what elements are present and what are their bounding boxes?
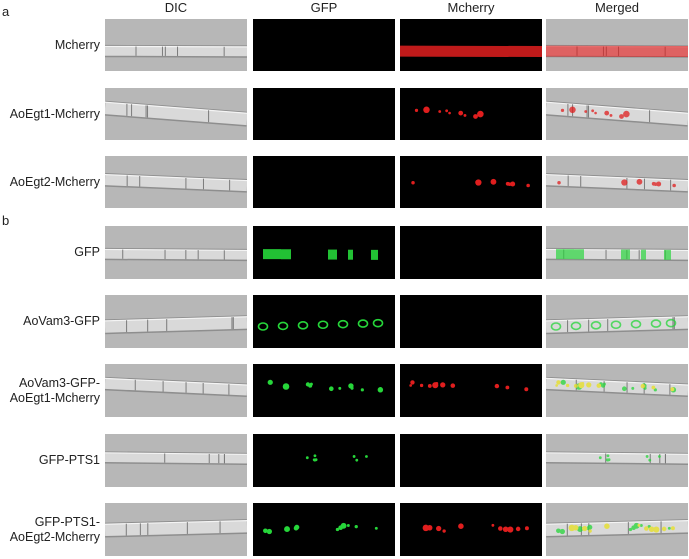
- micrograph-mcherry-image: [400, 364, 542, 417]
- micrograph-mcherry: [400, 226, 542, 279]
- micrograph-merged: [546, 364, 688, 417]
- micrograph-gfp-image: [253, 226, 395, 279]
- panel-letter-a: a: [2, 4, 10, 19]
- micrograph-merged: [546, 503, 688, 556]
- micrograph-gfp: [253, 503, 395, 556]
- row-label-line: GFP: [74, 245, 100, 259]
- micrograph-dic-image: [105, 156, 247, 208]
- micrograph-gfp-image: [253, 434, 395, 487]
- micrograph-gfp: [253, 226, 395, 279]
- micrograph-dic: [105, 88, 247, 140]
- micrograph-dic: [105, 156, 247, 208]
- micrograph-gfp-image: [253, 503, 395, 556]
- micrograph-dic-image: [105, 226, 247, 279]
- micrograph-mcherry-image: [400, 434, 542, 487]
- micrograph-merged: [546, 226, 688, 279]
- row-label-line: AoEgt1-Mcherry: [9, 106, 100, 121]
- micrograph-gfp: [253, 295, 395, 348]
- row-label: AoEgt2-Mcherry: [0, 156, 100, 208]
- row-label-line: AoEgt2-Mcherry: [9, 529, 100, 544]
- micrograph-dic: [105, 434, 247, 487]
- micrograph-dic: [105, 503, 247, 556]
- row-label: GFP-PTS1- AoEgt2-Mcherry: [0, 503, 100, 556]
- row-label: AoVam3-GFP: [0, 295, 100, 348]
- micrograph-dic: [105, 19, 247, 71]
- micrograph-mcherry-image: [400, 19, 542, 71]
- row-label: AoVam3-GFP- AoEgt1-Mcherry: [0, 364, 100, 417]
- micrograph-mcherry: [400, 503, 542, 556]
- micrograph-merged-image: [546, 88, 688, 140]
- row-label-line: Mcherry: [54, 37, 100, 52]
- row-label: AoEgt1-Mcherry: [0, 88, 100, 140]
- micrograph-gfp: [253, 156, 395, 208]
- micrograph-mcherry: [400, 88, 542, 140]
- micrograph-merged: [546, 156, 688, 208]
- micrograph-merged: [546, 434, 688, 487]
- row-label: GFP: [0, 226, 100, 279]
- micrograph-dic: [105, 226, 247, 279]
- micrograph-merged: [546, 295, 688, 348]
- micrograph-merged-image: [546, 226, 688, 279]
- column-header-mcherry: Mcherry: [447, 0, 495, 15]
- column-header-dic: DIC: [164, 0, 188, 15]
- micrograph-mcherry-image: [400, 88, 542, 140]
- row-label-line: AoEgt1-Mcherry: [9, 390, 100, 405]
- row-label: Mcherry: [0, 19, 100, 71]
- micrograph-gfp-image: [253, 295, 395, 348]
- micrograph-mcherry-image: [400, 156, 542, 208]
- row-label-line: GFP-PTS1: [38, 453, 100, 467]
- micrograph-merged: [546, 88, 688, 140]
- micrograph-gfp-image: [253, 19, 395, 71]
- micrograph-merged-image: [546, 156, 688, 208]
- micrograph-gfp-image: [253, 364, 395, 417]
- micrograph-dic-image: [105, 19, 247, 71]
- micrograph-dic-image: [105, 503, 247, 556]
- micrograph-dic-image: [105, 295, 247, 348]
- micrograph-mcherry: [400, 295, 542, 348]
- micrograph-gfp: [253, 364, 395, 417]
- micrograph-mcherry-image: [400, 226, 542, 279]
- micrograph-merged-image: [546, 19, 688, 71]
- micrograph-gfp-image: [253, 88, 395, 140]
- micrograph-merged-image: [546, 364, 688, 417]
- micrograph-dic: [105, 364, 247, 417]
- micrograph-dic-image: [105, 434, 247, 487]
- micrograph-gfp: [253, 19, 395, 71]
- micrograph-dic: [105, 295, 247, 348]
- micrograph-gfp: [253, 88, 395, 140]
- row-label-line: GFP-PTS1-: [34, 514, 100, 529]
- row-label-line: AoVam3-GFP: [23, 314, 100, 328]
- micrograph-dic-image: [105, 364, 247, 417]
- micrograph-mcherry: [400, 364, 542, 417]
- micrograph-merged-image: [546, 503, 688, 556]
- micrograph-mcherry-image: [400, 295, 542, 348]
- micrograph-gfp-image: [253, 156, 395, 208]
- micrograph-mcherry-image: [400, 503, 542, 556]
- micrograph-merged-image: [546, 434, 688, 487]
- micrograph-gfp: [253, 434, 395, 487]
- micrograph-mcherry: [400, 156, 542, 208]
- column-header-merged: Merged: [594, 0, 640, 15]
- row-label-line: AoVam3-GFP-: [18, 375, 100, 390]
- row-label-line: AoEgt2-Mcherry: [9, 174, 100, 189]
- column-header-gfp: GFP: [310, 0, 338, 15]
- micrograph-dic-image: [105, 88, 247, 140]
- micrograph-mcherry: [400, 434, 542, 487]
- micrograph-mcherry: [400, 19, 542, 71]
- row-label: GFP-PTS1: [0, 434, 100, 487]
- micrograph-merged-image: [546, 295, 688, 348]
- micrograph-merged: [546, 19, 688, 71]
- panel-letter-b: b: [2, 213, 10, 228]
